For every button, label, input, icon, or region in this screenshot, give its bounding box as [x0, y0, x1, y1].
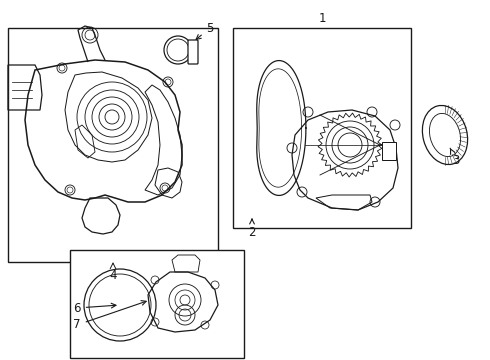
Text: 2: 2	[248, 219, 256, 239]
Text: 4: 4	[109, 269, 117, 282]
Bar	[70, 250, 244, 358]
Bar	[382, 142, 396, 160]
Text: 7: 7	[73, 301, 146, 332]
Text: 1: 1	[318, 12, 326, 25]
Bar	[233, 28, 411, 228]
Text: 5: 5	[196, 22, 214, 40]
Text: 3: 3	[450, 148, 460, 166]
FancyBboxPatch shape	[188, 40, 198, 64]
Text: 6: 6	[73, 302, 116, 315]
Bar	[8, 28, 218, 262]
